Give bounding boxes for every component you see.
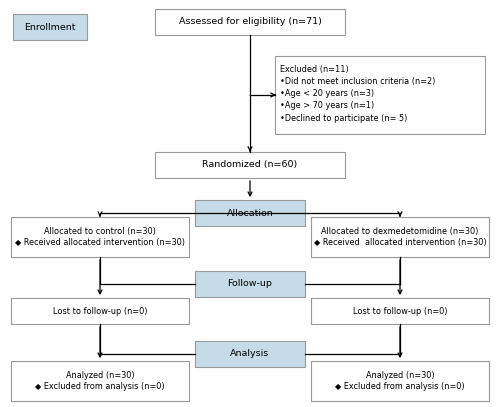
Text: Analyzed (n=30)
◆ Excluded from analysis (n=0): Analyzed (n=30) ◆ Excluded from analysis… [335, 371, 465, 392]
Bar [311, 361, 489, 401]
Text: Allocation: Allocation [226, 208, 274, 217]
Bar [155, 9, 345, 35]
Bar [11, 298, 189, 324]
Bar [311, 298, 489, 324]
Text: Analysis: Analysis [230, 350, 270, 359]
Bar [11, 217, 189, 257]
Bar [11, 361, 189, 401]
Bar [155, 152, 345, 178]
Bar [275, 56, 485, 134]
Text: Allocated to control (n=30)
◆ Received allocated intervention (n=30): Allocated to control (n=30) ◆ Received a… [15, 227, 185, 247]
Bar [195, 271, 305, 297]
Text: Enrollment: Enrollment [24, 22, 76, 31]
Text: Follow-up: Follow-up [228, 280, 272, 289]
Text: Randomized (n=60): Randomized (n=60) [202, 160, 298, 169]
Bar [13, 14, 87, 40]
Text: Assessed for eligibility (n=71): Assessed for eligibility (n=71) [178, 18, 322, 26]
Text: Lost to follow-up (n=0): Lost to follow-up (n=0) [53, 306, 147, 315]
Bar [311, 217, 489, 257]
Text: Lost to follow-up (n=0): Lost to follow-up (n=0) [353, 306, 448, 315]
Text: Excluded (n=11)
•Did not meet inclusion criteria (n=2)
•Age < 20 years (n=3)
•Ag: Excluded (n=11) •Did not meet inclusion … [280, 65, 436, 123]
Bar [195, 200, 305, 226]
Bar [195, 341, 305, 367]
Text: Allocated to dexmedetomidine (n=30)
◆ Received  allocated intervention (n=30): Allocated to dexmedetomidine (n=30) ◆ Re… [314, 227, 486, 247]
Text: Analyzed (n=30)
◆ Excluded from analysis (n=0): Analyzed (n=30) ◆ Excluded from analysis… [35, 371, 165, 392]
